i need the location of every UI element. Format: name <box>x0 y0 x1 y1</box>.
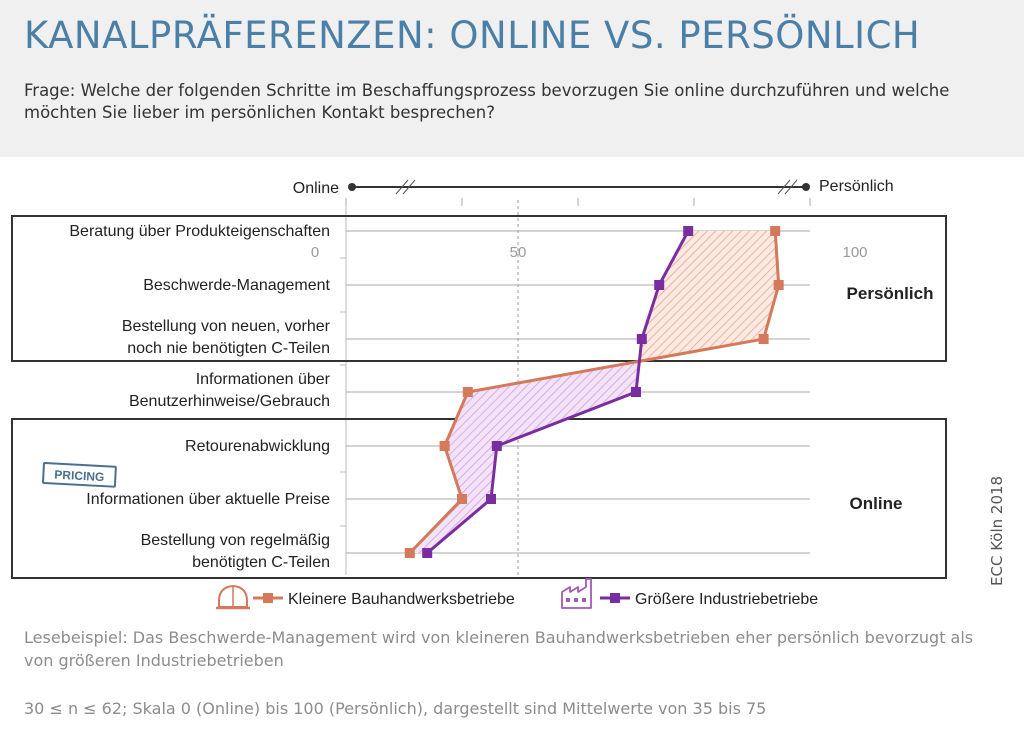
data-point-kleinere <box>770 226 781 236</box>
scale-right-label: Persönlich <box>819 178 894 195</box>
scale-tick-label: 0 <box>311 244 319 261</box>
data-point-groessere <box>422 548 433 558</box>
legend-label-groessere: Größere Industriebetriebe <box>635 591 818 608</box>
pricing-stamp-text: PRICING <box>54 468 105 485</box>
methodology-note: 30 ≤ n ≤ 62; Skala 0 (Online) bis 100 (P… <box>24 699 767 718</box>
data-point-groessere <box>491 441 502 451</box>
difference-area-persoenlich <box>639 231 779 362</box>
page-title: KANALPRÄFERENZEN: ONLINE VS. PERSÖNLICH <box>24 14 921 57</box>
legend-marker-groessere <box>610 593 620 603</box>
data-point-kleinere <box>404 548 415 558</box>
data-point-kleinere <box>773 280 784 290</box>
header-band: KANALPRÄFERENZEN: ONLINE VS. PERSÖNLICH … <box>0 0 1024 157</box>
data-point-groessere <box>486 494 496 504</box>
scale-break-mark <box>777 179 791 195</box>
scale-start-dot <box>348 183 356 191</box>
category-label: Informationen über aktuelle Preise <box>86 491 330 508</box>
factory-icon <box>561 578 592 609</box>
category-label: Informationen über Benutzerhinweise/Gebra… <box>129 371 331 410</box>
source-credit: ECC Köln 2018 <box>988 475 1006 586</box>
category-label: Retourenabwicklung <box>185 438 330 455</box>
factory-window <box>574 598 578 602</box>
survey-question: Frage: Welche der folgenden Schritte im … <box>24 81 950 122</box>
legend-label-kleinere: Kleinere Bauhandwerksbetriebe <box>288 591 515 608</box>
scale-end-dot <box>802 183 810 191</box>
data-point-kleinere <box>457 494 467 504</box>
category-label: Bestellung von neuen, vorher noch nie ben… <box>122 318 331 357</box>
scale-tick-label: 100 <box>842 244 867 261</box>
factory-shape <box>561 578 592 609</box>
data-point-groessere <box>636 334 647 344</box>
group-label-online: Online <box>850 494 903 513</box>
category-label: Bestellung von regelmäßig benötigten C-Te… <box>141 532 330 571</box>
data-point-kleinere <box>439 441 450 451</box>
scale-break-mark <box>395 179 409 195</box>
reading-example-note: Lesebeispiel: Das Beschwerde-Management … <box>24 628 974 670</box>
data-point-groessere <box>654 280 665 290</box>
data-point-kleinere <box>758 334 769 344</box>
factory-window <box>566 598 570 602</box>
scale-left-label: Online <box>293 180 339 197</box>
factory-window <box>582 598 586 602</box>
pricing-stamp: PRICING <box>42 462 117 488</box>
group-label-persoenlich: Persönlich <box>847 284 934 303</box>
category-label: Beschwerde-Management <box>143 277 330 294</box>
data-point-groessere <box>683 226 694 236</box>
scale-break-mark <box>784 179 798 195</box>
hard-hat-icon <box>216 584 250 610</box>
category-label: Beratung über Produkteigenschaften <box>69 223 330 240</box>
scale-break-mark <box>402 179 416 195</box>
difference-area-online <box>409 361 640 553</box>
scale-tick-label: 50 <box>510 244 527 261</box>
group-frame-persoenlich <box>11 215 947 362</box>
legend-marker-kleinere <box>263 593 273 603</box>
data-point-groessere <box>631 387 641 397</box>
pricing-stamp-border <box>42 462 117 488</box>
data-point-kleinere <box>462 387 473 397</box>
